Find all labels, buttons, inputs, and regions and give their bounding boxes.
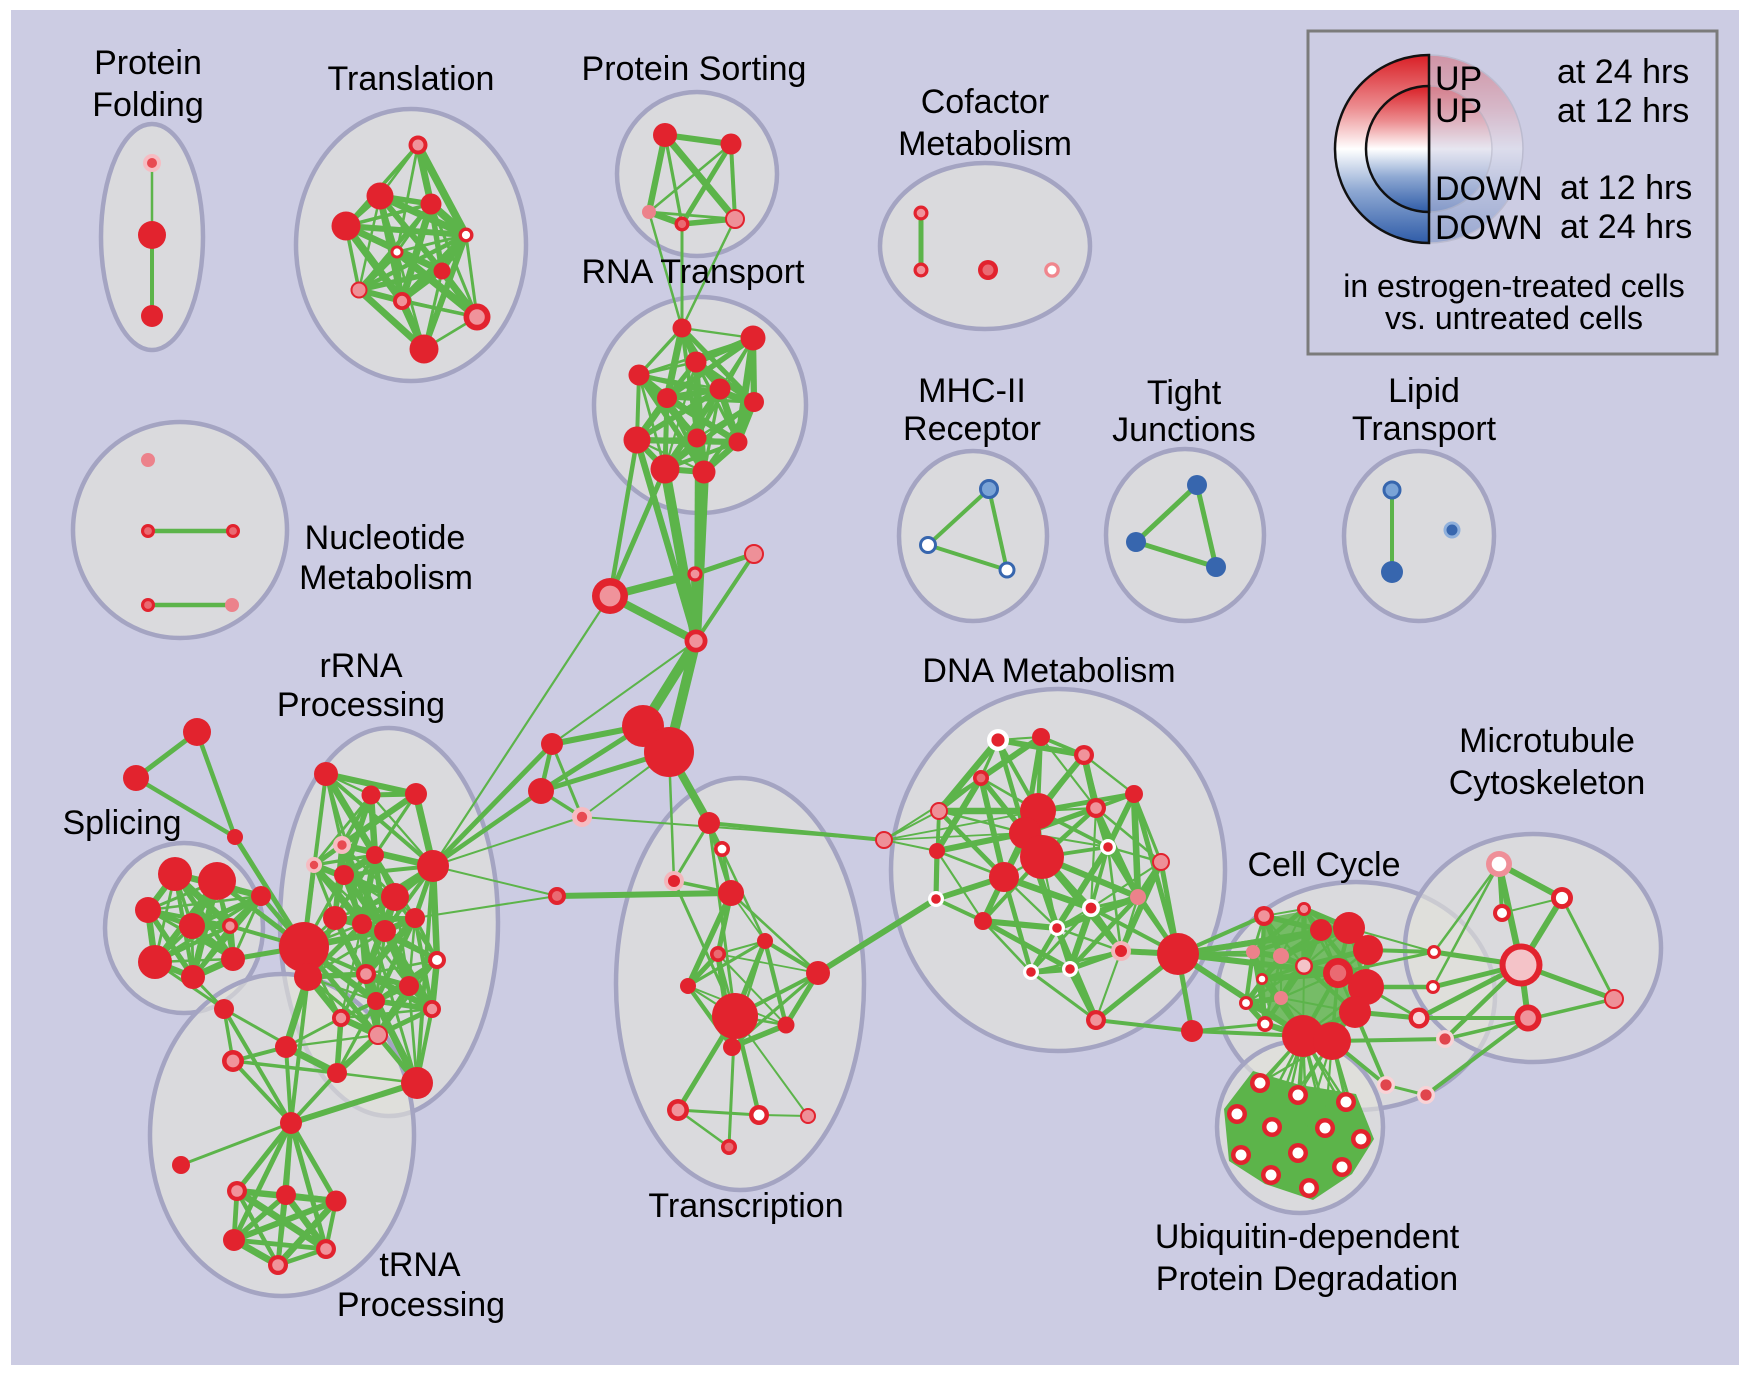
svg-text:Cell Cycle: Cell Cycle xyxy=(1247,846,1400,884)
svg-text:Transport: Transport xyxy=(1352,410,1497,448)
svg-text:Metabolism: Metabolism xyxy=(898,125,1072,163)
svg-text:Junctions: Junctions xyxy=(1112,411,1256,449)
svg-text:at 24 hrs: at 24 hrs xyxy=(1557,53,1689,91)
svg-text:at 12 hrs: at 12 hrs xyxy=(1557,92,1689,130)
svg-text:at 12 hrs: at 12 hrs xyxy=(1560,169,1692,207)
svg-text:Protein Degradation: Protein Degradation xyxy=(1156,1260,1458,1298)
svg-text:UP: UP xyxy=(1435,92,1482,130)
svg-text:Lipid: Lipid xyxy=(1388,372,1460,410)
svg-text:Metabolism: Metabolism xyxy=(299,559,473,597)
svg-text:DOWN: DOWN xyxy=(1435,209,1543,247)
svg-text:Translation: Translation xyxy=(328,60,495,98)
svg-text:in estrogen-treated cells: in estrogen-treated cells xyxy=(1343,268,1685,304)
svg-text:MHC-II: MHC-II xyxy=(918,372,1026,410)
svg-text:DNA Metabolism: DNA Metabolism xyxy=(922,652,1175,690)
svg-text:Microtubule: Microtubule xyxy=(1459,722,1635,760)
svg-text:vs. untreated cells: vs. untreated cells xyxy=(1385,300,1643,336)
svg-text:Cofactor: Cofactor xyxy=(921,83,1050,121)
svg-text:UP: UP xyxy=(1435,60,1482,98)
svg-text:at 24 hrs: at 24 hrs xyxy=(1560,208,1692,246)
svg-text:Folding: Folding xyxy=(92,86,204,124)
svg-text:Processing: Processing xyxy=(337,1286,505,1324)
svg-text:Ubiquitin-dependent: Ubiquitin-dependent xyxy=(1155,1218,1460,1256)
svg-text:rRNA: rRNA xyxy=(319,647,402,685)
svg-text:Tight: Tight xyxy=(1147,374,1222,412)
svg-text:Processing: Processing xyxy=(277,686,445,724)
svg-text:RNA Transport: RNA Transport xyxy=(582,253,806,291)
svg-text:Cytoskeleton: Cytoskeleton xyxy=(1449,764,1646,802)
svg-text:Nucleotide: Nucleotide xyxy=(305,519,466,557)
svg-text:tRNA: tRNA xyxy=(379,1246,461,1284)
svg-text:DOWN: DOWN xyxy=(1435,170,1543,208)
svg-text:Protein Sorting: Protein Sorting xyxy=(582,50,807,88)
svg-text:Protein: Protein xyxy=(94,44,202,82)
svg-text:Receptor: Receptor xyxy=(903,410,1041,448)
svg-text:Splicing: Splicing xyxy=(62,804,181,842)
svg-text:Transcription: Transcription xyxy=(648,1187,843,1225)
